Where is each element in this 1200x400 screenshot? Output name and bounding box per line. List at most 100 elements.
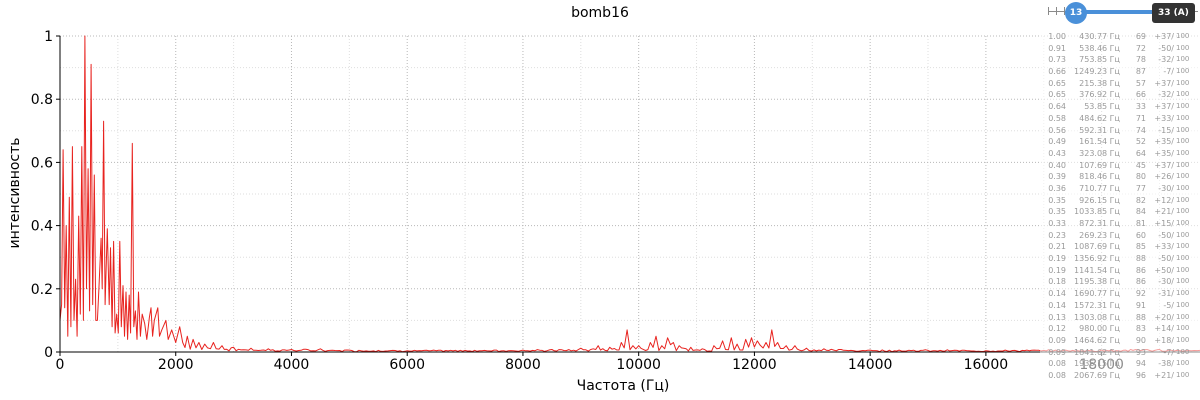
peak-row: 0.12 980.00 Гц 83 +14/100 xyxy=(1040,323,1200,335)
peak-row: 0.08 2067.69 Гц 96 +21/100 xyxy=(1040,370,1200,382)
peak-amplitude: 0.14 xyxy=(1048,289,1066,299)
peak-note: 69 xyxy=(1135,32,1146,41)
peak-row: 0.56 592.31 Гц 74 -15/100 xyxy=(1040,125,1200,137)
peak-frequency: 538.46 Гц xyxy=(1079,43,1120,53)
peak-row: 0.18 1195.38 Гц 86 -30/100 xyxy=(1040,276,1200,288)
x-axis-title: Частота (Гц) xyxy=(577,378,670,394)
peak-cents: -7/ xyxy=(1163,67,1174,77)
peak-frequency: 1303.08 Гц xyxy=(1074,312,1120,322)
peak-frequency: 1572.31 Гц xyxy=(1074,300,1120,310)
peak-max: 100 xyxy=(1176,55,1190,64)
peak-frequency: 376.92 Гц xyxy=(1079,90,1120,100)
peak-max: 100 xyxy=(1176,78,1190,87)
peak-frequency: 53.85 Гц xyxy=(1084,102,1120,112)
peak-row: 0.66 1249.23 Гц 87 -7/100 xyxy=(1040,66,1200,78)
peak-frequency: 1356.92 Гц xyxy=(1074,254,1120,264)
peak-note: 88 xyxy=(1135,312,1146,322)
y-tick-label: 0.2 xyxy=(31,282,53,298)
y-tick-label: 0.6 xyxy=(31,155,53,171)
peak-cents: +20/ xyxy=(1154,312,1174,322)
y-tick-labels: 0 0.2 0.4 0.6 0.8 1 xyxy=(31,29,53,361)
peak-max: 100 xyxy=(1176,347,1190,356)
peak-frequency: 1690.77 Гц xyxy=(1074,289,1120,299)
peak-note: 88 xyxy=(1135,254,1146,264)
peak-amplitude: 0.14 xyxy=(1048,300,1066,310)
peak-note: 66 xyxy=(1135,90,1146,100)
peak-row: 0.21 1087.69 Гц 85 +33/100 xyxy=(1040,241,1200,253)
peak-cents: -15/ xyxy=(1158,125,1174,135)
slider-tick xyxy=(1064,7,1065,15)
peak-row: 0.35 1033.85 Гц 84 +21/100 xyxy=(1040,206,1200,218)
peak-max: 100 xyxy=(1176,359,1190,368)
peak-max: 100 xyxy=(1176,242,1190,251)
peak-frequency: 1936.15 Гц xyxy=(1074,359,1120,369)
peak-max: 100 xyxy=(1176,43,1190,52)
peak-amplitude: 0.08 xyxy=(1048,359,1066,369)
spectrum-line xyxy=(59,35,1200,353)
peak-max: 100 xyxy=(1176,195,1190,204)
peak-cents: +12/ xyxy=(1154,195,1174,205)
peak-cents: -32/ xyxy=(1158,90,1174,100)
y-tick-label: 1 xyxy=(44,29,53,45)
peak-frequency: 107.69 Гц xyxy=(1079,160,1120,170)
x-tick-label: 12000 xyxy=(732,357,777,373)
range-slider[interactable]: 13 33 (A) xyxy=(1046,2,1200,24)
y-tick-label: 0.4 xyxy=(31,219,53,235)
peak-row: 0.43 323.08 Гц 64 +35/100 xyxy=(1040,148,1200,160)
peak-cents: +33/ xyxy=(1154,242,1174,252)
x-tick-label: 10000 xyxy=(616,357,661,373)
peak-row: 0.08 1936.15 Гц 94 -38/100 xyxy=(1040,358,1200,370)
peak-row: 0.35 926.15 Гц 82 +12/100 xyxy=(1040,195,1200,207)
slider-tick xyxy=(1048,7,1049,15)
peak-row: 0.64 53.85 Гц 33 +37/100 xyxy=(1040,101,1200,113)
grid-lines xyxy=(59,35,1200,352)
peak-amplitude: 0.66 xyxy=(1048,67,1066,77)
peak-note: 85 xyxy=(1135,242,1146,252)
peak-amplitude: 0.36 xyxy=(1048,183,1066,193)
series-layer xyxy=(59,35,1200,353)
peak-amplitude: 0.19 xyxy=(1048,254,1066,264)
peak-row: 0.40 107.69 Гц 45 +37/100 xyxy=(1040,160,1200,172)
peak-note: 96 xyxy=(1135,370,1146,380)
peak-note: 84 xyxy=(1135,207,1146,217)
peak-max: 100 xyxy=(1176,265,1190,274)
peak-amplitude: 0.08 xyxy=(1048,370,1066,380)
peak-amplitude: 0.13 xyxy=(1048,312,1066,322)
peak-row: 0.36 710.77 Гц 77 -30/100 xyxy=(1040,183,1200,195)
peak-amplitude: 1.00 xyxy=(1048,32,1066,41)
peak-row: 0.91 538.46 Гц 72 -50/100 xyxy=(1040,43,1200,55)
peak-note: 78 xyxy=(1135,55,1146,65)
peak-cents: +35/ xyxy=(1154,137,1174,147)
peak-frequency: 872.31 Гц xyxy=(1079,219,1120,228)
slider-track-left xyxy=(1048,11,1076,12)
peak-row: 0.19 1141.54 Гц 86 +50/100 xyxy=(1040,265,1200,277)
peak-note: 71 xyxy=(1135,113,1146,123)
peak-frequency: 1841.62 Гц xyxy=(1074,347,1120,357)
slider-tick xyxy=(1056,7,1057,15)
slider-handle[interactable]: 13 xyxy=(1065,2,1087,24)
slider-value-badge[interactable]: 33 (A) xyxy=(1152,3,1195,23)
peak-note: 94 xyxy=(1135,359,1146,369)
peak-cents: +35/ xyxy=(1154,148,1174,158)
peak-cents: +21/ xyxy=(1154,207,1174,217)
peak-cents: +21/ xyxy=(1154,370,1174,380)
peak-frequency: 1195.38 Гц xyxy=(1074,277,1120,287)
peak-note: 80 xyxy=(1135,172,1146,182)
peak-frequency: 1464.62 Гц xyxy=(1074,335,1120,345)
y-axis-title: интенсивность xyxy=(7,137,23,248)
x-tick-label: 0 xyxy=(56,357,65,373)
peak-row: 0.09 1464.62 Гц 90 +18/100 xyxy=(1040,335,1200,347)
peak-note: 91 xyxy=(1135,300,1146,310)
peak-amplitude: 0.58 xyxy=(1048,113,1066,123)
peak-amplitude: 0.19 xyxy=(1048,265,1066,275)
peak-frequency: 2067.69 Гц xyxy=(1074,370,1120,380)
peak-frequency: 753.85 Гц xyxy=(1079,55,1120,65)
peak-row: 0.49 161.54 Гц 52 +35/100 xyxy=(1040,136,1200,148)
peak-amplitude: 0.49 xyxy=(1048,137,1066,147)
x-tick-labels: 0200040006000800010000120001400016000180… xyxy=(56,357,1124,373)
peak-cents: -50/ xyxy=(1158,230,1174,240)
peak-frequency: 269.23 Гц xyxy=(1079,230,1120,240)
peak-cents: -30/ xyxy=(1158,277,1174,287)
peak-cents: -7/ xyxy=(1163,347,1174,357)
peak-frequency: 1249.23 Гц xyxy=(1074,67,1120,77)
